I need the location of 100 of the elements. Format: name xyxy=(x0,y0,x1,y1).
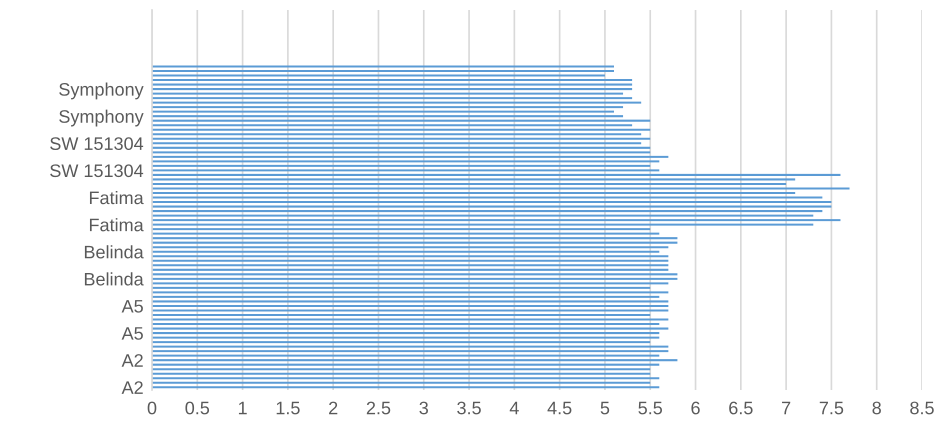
bar xyxy=(152,354,660,357)
y-tick-label: A2 xyxy=(122,381,143,394)
bar xyxy=(152,250,660,253)
bar xyxy=(152,178,796,180)
x-tick-label: 0 xyxy=(148,402,156,414)
bar xyxy=(152,309,668,312)
x-tick-label: 3 xyxy=(419,402,428,414)
bar xyxy=(152,255,668,258)
x-tick-label: 0.5 xyxy=(185,402,210,414)
bar xyxy=(152,350,668,352)
bar xyxy=(152,242,678,244)
bar xyxy=(152,164,650,167)
bar xyxy=(152,79,632,82)
bar xyxy=(152,174,840,176)
bar xyxy=(152,268,668,271)
bar xyxy=(152,106,624,108)
bar xyxy=(152,286,650,289)
y-tick-label: Fatima xyxy=(90,190,144,204)
bar xyxy=(152,264,668,266)
y-tick-label: A5 xyxy=(122,300,143,313)
bar xyxy=(152,282,668,284)
x-tick-label: 1.5 xyxy=(276,402,300,414)
x-tick-label: 5.5 xyxy=(638,402,662,414)
x-tick-label: 6 xyxy=(691,402,700,414)
bar xyxy=(152,201,832,204)
bar xyxy=(152,160,660,162)
bar xyxy=(152,336,660,339)
bar xyxy=(152,102,642,104)
y-tick-label: Fatima xyxy=(90,218,144,232)
y-tick-label: SW 151304 xyxy=(50,137,144,150)
bar xyxy=(152,70,614,72)
y-tick-label: A5 xyxy=(122,327,143,340)
x-tick-label: 7 xyxy=(782,402,790,414)
bar xyxy=(152,300,668,302)
bar xyxy=(152,260,668,262)
bar xyxy=(152,110,614,113)
bar xyxy=(152,187,850,190)
bar xyxy=(152,386,660,388)
x-tick-label: 3.5 xyxy=(457,402,481,414)
bar xyxy=(152,224,814,226)
bar xyxy=(152,314,650,316)
x-tick-label: 6.5 xyxy=(729,402,753,414)
bar xyxy=(152,210,822,212)
bar xyxy=(152,346,668,348)
x-tick-label: 8.5 xyxy=(910,402,934,414)
bar xyxy=(152,332,660,334)
bar xyxy=(152,273,678,276)
x-tick-label: 2.5 xyxy=(366,402,390,414)
bar xyxy=(152,182,786,185)
bar xyxy=(152,146,650,149)
bar xyxy=(152,377,660,380)
x-tick-label: 1 xyxy=(238,402,247,414)
x-tick-label: 8 xyxy=(872,402,881,414)
bar xyxy=(152,296,660,298)
x-tick-label: 4.5 xyxy=(548,402,572,414)
bar xyxy=(152,133,642,136)
x-tick-label: 2 xyxy=(329,402,338,414)
bar xyxy=(152,65,614,68)
y-tick-label: SW 151304 xyxy=(50,164,144,178)
bar xyxy=(152,323,660,326)
bar xyxy=(152,88,632,90)
bar xyxy=(152,124,632,126)
bar xyxy=(152,291,668,294)
bar xyxy=(152,219,840,222)
y-tick-label: Belinda xyxy=(84,245,144,258)
bar xyxy=(152,278,678,280)
bar xyxy=(152,228,650,230)
bar xyxy=(152,232,660,235)
bar xyxy=(152,328,668,330)
bar xyxy=(152,368,650,370)
bar xyxy=(152,364,660,366)
bar xyxy=(152,169,660,172)
y-tick-label: Symphony xyxy=(59,82,144,100)
x-tick-label: 7.5 xyxy=(820,402,844,414)
bar xyxy=(152,138,650,140)
bar xyxy=(152,115,624,118)
bar xyxy=(152,192,796,194)
bar xyxy=(152,74,605,77)
y-tick-label: Belinda xyxy=(84,272,144,286)
x-tick-label: 5 xyxy=(600,402,610,414)
y-tick-label: A2 xyxy=(122,354,143,367)
bar xyxy=(152,372,650,375)
bar xyxy=(152,206,832,208)
bar xyxy=(152,341,650,344)
bar xyxy=(152,151,650,154)
bar xyxy=(152,156,668,158)
bar xyxy=(152,382,650,384)
bar xyxy=(152,359,678,362)
bar xyxy=(152,84,632,86)
bar xyxy=(152,246,668,248)
bar xyxy=(152,214,814,217)
bar xyxy=(152,237,678,240)
bar xyxy=(152,196,822,199)
bar xyxy=(152,128,650,131)
bar xyxy=(152,318,668,321)
bar xyxy=(152,120,650,122)
bar xyxy=(152,142,642,144)
bar xyxy=(152,92,624,95)
bar xyxy=(152,304,668,307)
x-tick-label: 4 xyxy=(510,402,519,414)
